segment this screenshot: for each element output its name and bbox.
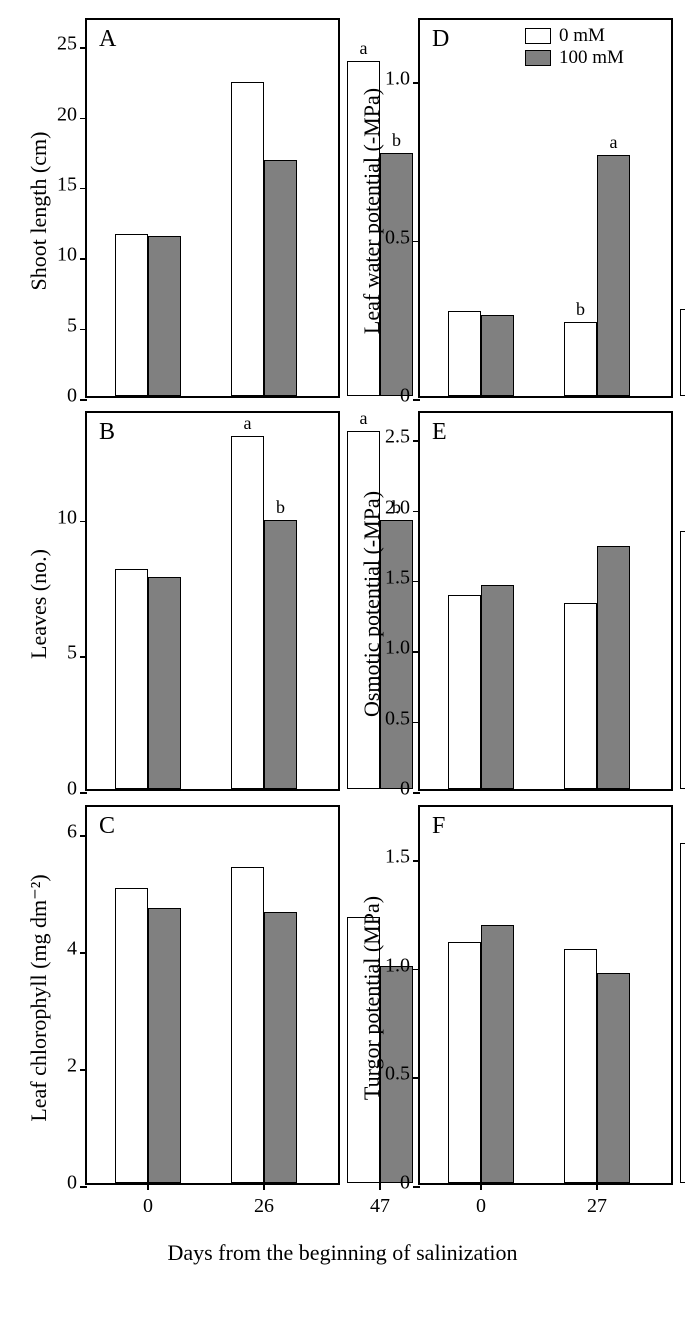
x-tick-label: 27 (587, 1183, 607, 1218)
x-tick-label: 26 (254, 1183, 274, 1218)
bar-0mM (680, 843, 685, 1183)
panel-B: B0510Leaves (no.)abab (85, 411, 340, 791)
x-tick-label: 0 (143, 1183, 153, 1218)
panel-A: A0510152025Shoot length (cm)ab (85, 18, 340, 398)
bar-100mM (597, 973, 630, 1183)
bar-0mM (680, 309, 685, 396)
y-axis-label: Leaf chlorophyll (mg dm⁻²) (26, 808, 52, 1188)
panel-letter: D (432, 26, 449, 53)
legend-label: 100 mM (559, 47, 624, 69)
bar-100mM (481, 585, 514, 789)
x-axis-label: Days from the beginning of salinization (0, 1240, 685, 1266)
panel-E: E00.51.01.52.02.5Osmotic potential (-MPa… (418, 411, 673, 791)
legend-swatch (525, 28, 551, 44)
significance-letter: b (276, 497, 285, 518)
bar-100mM (481, 925, 514, 1183)
bar-0mM (564, 322, 597, 396)
legend-label: 0 mM (559, 25, 605, 47)
bar-0mM (680, 531, 685, 789)
bar-0mM (448, 595, 481, 789)
bar-0mM (564, 949, 597, 1184)
bar-0mM (231, 82, 264, 396)
bar-100mM (597, 546, 630, 789)
bar-0mM (448, 311, 481, 397)
bar-100mM (597, 155, 630, 396)
bar-0mM (231, 867, 264, 1183)
legend-swatch (525, 50, 551, 66)
panel-letter: F (432, 813, 445, 840)
panel-letter: A (99, 26, 116, 53)
significance-letter: a (244, 413, 252, 434)
figure-root: A0510152025Shoot length (cm)abB0510Leave… (0, 0, 685, 1330)
significance-letter: a (610, 132, 618, 153)
panel-C: C0246Leaf chlorophyll (mg dm⁻²)02647 (85, 805, 340, 1185)
significance-letter: b (576, 299, 585, 320)
panel-letter: B (99, 419, 115, 446)
y-axis-label: Shoot length (cm) (26, 21, 52, 401)
bar-100mM (148, 577, 181, 789)
bar-0mM (564, 603, 597, 789)
y-axis-label: Leaves (no.) (26, 414, 52, 794)
bar-0mM (115, 888, 148, 1183)
significance-letter: b (392, 130, 401, 151)
y-axis-label: Turgor potential (MPa) (359, 808, 385, 1188)
bar-100mM (148, 908, 181, 1183)
x-tick-label: 0 (476, 1183, 486, 1218)
y-axis-label: Osmotic potential (-MPa) (359, 414, 385, 794)
bar-0mM (448, 942, 481, 1183)
bar-100mM (481, 315, 514, 396)
bar-100mM (264, 912, 297, 1183)
bar-100mM (264, 160, 297, 396)
bar-0mM (231, 436, 264, 789)
panel-letter: E (432, 419, 447, 446)
bar-0mM (115, 234, 148, 396)
y-axis-label: Leaf water potential (-MPa) (359, 21, 385, 401)
panel-D: D00.51.0Leaf water potential (-MPa)baba0… (418, 18, 673, 398)
bar-100mM (148, 236, 181, 396)
bar-0mM (115, 569, 148, 789)
panel-letter: C (99, 813, 115, 840)
bar-100mM (264, 520, 297, 789)
panel-F: F00.51.01.5Turgor potential (MPa)02751 (418, 805, 673, 1185)
